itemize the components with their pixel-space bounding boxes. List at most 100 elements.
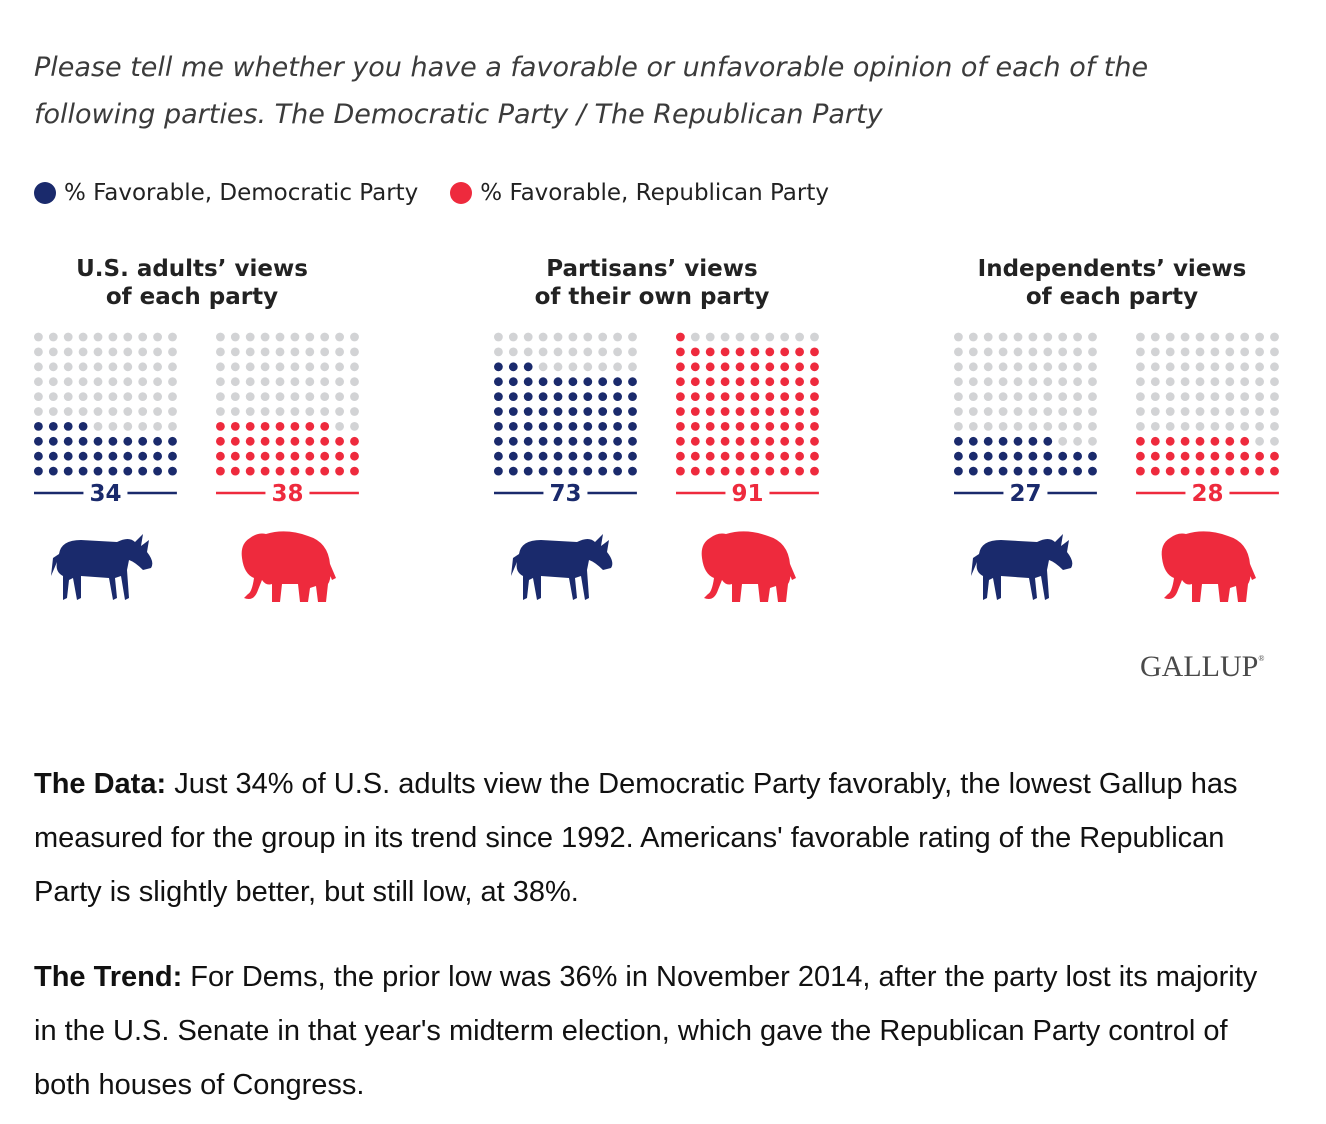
group-1-rep-dot bbox=[795, 422, 804, 431]
group-2-rep-dot bbox=[1195, 422, 1205, 431]
group-1-dem-dot bbox=[628, 451, 637, 461]
group-0-rep-dot bbox=[350, 422, 359, 431]
group-2-dem-dot bbox=[983, 451, 993, 461]
group-1-rep-dot bbox=[765, 407, 775, 416]
group-0-dem-dot bbox=[168, 422, 177, 431]
group-1-dem-dot bbox=[553, 362, 563, 372]
group-1-dem-dot bbox=[583, 347, 593, 357]
group-0-rep-dot bbox=[350, 436, 359, 446]
group-1-dem-dot bbox=[553, 347, 563, 357]
group-1-rep-dot bbox=[780, 451, 790, 461]
group-1-rep-dot bbox=[705, 422, 715, 431]
group-2-dem-dot bbox=[954, 377, 963, 387]
group-2-rep-dot bbox=[1240, 332, 1250, 342]
group-2-dem-dot bbox=[968, 466, 978, 476]
legend-rep-label: % Favorable, Republican Party bbox=[480, 180, 829, 206]
group-2-dem-dot bbox=[1073, 377, 1082, 387]
group-1-rep-dot bbox=[795, 362, 804, 372]
group-2-dem-dot bbox=[954, 466, 963, 476]
group-0-rep-dot bbox=[335, 466, 344, 476]
group-2-dem-dot bbox=[1088, 392, 1097, 401]
data-label: The Data: bbox=[34, 768, 167, 800]
group-0-rep-dot bbox=[275, 332, 285, 342]
group-2-dem-dot bbox=[1058, 451, 1068, 461]
legend-item-rep: % Favorable, Republican Party bbox=[450, 180, 829, 206]
group-0-rep-dot bbox=[260, 451, 270, 461]
group-2-dem-dot bbox=[1088, 422, 1097, 431]
group-0-rep-dot bbox=[320, 407, 330, 416]
group-1-rep-dot bbox=[720, 377, 730, 387]
group-0-rep-dot bbox=[216, 362, 225, 372]
group-2-rep-dot bbox=[1240, 377, 1250, 387]
group-0-dem-dot bbox=[48, 377, 58, 387]
group-0-rep-dot bbox=[275, 466, 285, 476]
group-2-rep-dot bbox=[1255, 451, 1264, 461]
group-2-dem-dot bbox=[1088, 451, 1097, 461]
group-2-dem-dot bbox=[1043, 347, 1053, 357]
group-1-dem-dot bbox=[598, 332, 608, 342]
group-2-rep-dot bbox=[1136, 377, 1145, 387]
group-1-rep-dot bbox=[705, 466, 715, 476]
group-1-rep-dot bbox=[765, 362, 775, 372]
group-2-rep-dot bbox=[1180, 347, 1190, 357]
group-1-dem-dot bbox=[598, 392, 608, 401]
group-2-rep-dot bbox=[1270, 332, 1279, 342]
group-2-dem-dot bbox=[1073, 392, 1082, 401]
group-0-rep-dot bbox=[290, 347, 300, 357]
group-0-dem-dot bbox=[78, 451, 88, 461]
group-0-dem-dot bbox=[93, 407, 103, 416]
group-0-rep-dot bbox=[305, 422, 315, 431]
group-1-dem-dot bbox=[583, 466, 593, 476]
group-1-rep-dot bbox=[750, 422, 760, 431]
group-1-rep-dot bbox=[810, 407, 819, 416]
group-2-rep-dot bbox=[1210, 392, 1220, 401]
group-2-dem-dot bbox=[1013, 436, 1023, 446]
legend-rep-dot bbox=[450, 182, 473, 204]
group-0-dem-dot bbox=[168, 347, 177, 357]
group-2-dem-dot bbox=[1073, 362, 1082, 372]
group-0-dem-dot bbox=[153, 392, 163, 401]
group-2-rep-dot bbox=[1210, 451, 1220, 461]
group-1-dem-dot bbox=[568, 362, 578, 372]
group-1-rep-dot bbox=[705, 332, 715, 342]
group-0-dem-dot bbox=[34, 362, 43, 372]
group-0-rep-dot bbox=[275, 392, 285, 401]
group-0-dem-dot bbox=[48, 332, 58, 342]
group-2-elephant-icon bbox=[1161, 531, 1256, 602]
group-1-rep-dot bbox=[795, 466, 804, 476]
group-2-dem-dot bbox=[1028, 466, 1038, 476]
group-0-rep-dot bbox=[335, 332, 344, 342]
group-2-dem-dot bbox=[968, 377, 978, 387]
trend-label: The Trend: bbox=[34, 961, 183, 993]
group-1-rep-dot bbox=[765, 347, 775, 357]
group-0-rep-dot bbox=[275, 347, 285, 357]
group-2-dem-dot bbox=[998, 436, 1008, 446]
group-0-rep-dot bbox=[230, 392, 240, 401]
group-0-dem-dot bbox=[108, 392, 118, 401]
group-2-dem-dot bbox=[1088, 407, 1097, 416]
group-2-rep-dot bbox=[1255, 436, 1264, 446]
group-0-dem-dot bbox=[78, 407, 88, 416]
group-0-dem-dot bbox=[48, 392, 58, 401]
group-1-rep-dot bbox=[735, 332, 745, 342]
group-1-dem-dot bbox=[583, 392, 593, 401]
group-1-rep-dot bbox=[676, 407, 685, 416]
group-2-dem-dot bbox=[1013, 422, 1023, 431]
group-0-dem-dot bbox=[168, 436, 177, 446]
group-1-rep-dot bbox=[750, 347, 760, 357]
group-2-rep-dot bbox=[1255, 466, 1264, 476]
group-1-dem-dot bbox=[553, 407, 563, 416]
group-2-donkey-icon-body bbox=[971, 534, 1073, 600]
group-1-rep-dot bbox=[735, 392, 745, 401]
group-2-rep-dot bbox=[1195, 466, 1205, 476]
group-0-dem-dot bbox=[108, 436, 118, 446]
group-1-rep-dot bbox=[810, 422, 819, 431]
group-0-rep-dot bbox=[216, 436, 225, 446]
group-2-dem-dot bbox=[954, 407, 963, 416]
group-0-rep-dot bbox=[230, 407, 240, 416]
group-1-rep-dot bbox=[765, 436, 775, 446]
group-0-dem-dot bbox=[34, 451, 43, 461]
group-1-rep-dot bbox=[720, 362, 730, 372]
group-1-dem-dot bbox=[583, 407, 593, 416]
group-1-rep-dot bbox=[780, 392, 790, 401]
